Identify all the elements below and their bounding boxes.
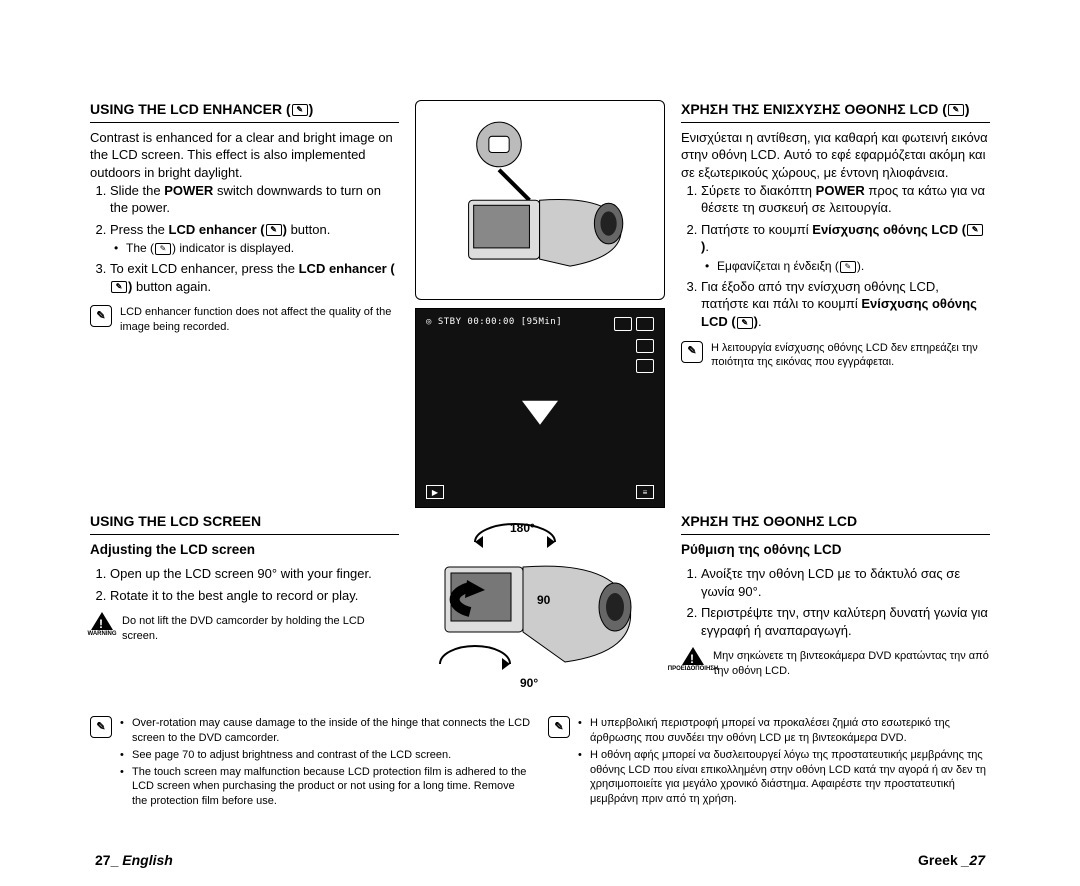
note-item: See page 70 to adjust brightness and con… — [120, 748, 532, 763]
notes-list-gr: Η υπερβολική περιστροφή μπορεί να προκαλ… — [578, 716, 990, 809]
warning-gr: ΠΡΟΕΙΔΟΠΟΙΗΣΗ Μην σηκώνετε τη βιντεοκάμε… — [681, 649, 990, 679]
row-2: USING THE LCD SCREEN Adjusting the LCD s… — [90, 512, 990, 702]
page-num-right: Greek _27 — [918, 852, 985, 868]
note-text: Η λειτουργία ενίσχυσης οθόνης LCD δεν επ… — [711, 341, 990, 371]
mode-icon — [636, 359, 654, 373]
steps-en-2: Open up the LCD screen 90° with your fin… — [90, 565, 399, 604]
step: Για έξοδο από την ενίσχυση οθόνης LCD, π… — [701, 278, 990, 331]
note-item: Η υπερβολική περιστροφή μπορεί να προκαλ… — [578, 716, 990, 746]
section-title-en-1: USING THE LCD ENHANCER (✎) — [90, 100, 399, 123]
title-text: ΧΡΗΣΗ ΤΗΣ ΕΝΙΣΧΥΣΗΣ ΟΘΟΝΗΣ LCD ( — [681, 101, 947, 117]
col-greek-section1: ΧΡΗΣΗ ΤΗΣ ΕΝΙΣΧΥΣΗΣ ΟΘΟΝΗΣ LCD (✎) Ενισχ… — [681, 100, 990, 508]
substep: Εμφανίζεται η ένδειξη (✎). — [717, 258, 990, 274]
section-title-gr-1: ΧΡΗΣΗ ΤΗΣ ΕΝΙΣΧΥΣΗΣ ΟΘΟΝΗΣ LCD (✎) — [681, 100, 990, 123]
lang-gr: Greek — [918, 852, 958, 868]
steps-gr-2: Ανοίξτε την οθόνη LCD με το δάκτυλό σας … — [681, 565, 990, 639]
warning-icon: ΠΡΟΕΙΔΟΠΟΙΗΣΗ — [681, 649, 705, 671]
warning-en: WARNING Do not lift the DVD camcorder by… — [90, 614, 399, 644]
page-footer: 27_ English Greek _27 — [95, 852, 985, 868]
step: Press the LCD enhancer (✎) button. The (… — [110, 221, 399, 257]
note-text: LCD enhancer function does not affect th… — [120, 305, 399, 335]
subtitle-en: Adjusting the LCD screen — [90, 541, 399, 559]
lang-en: English — [122, 852, 173, 868]
lcd-screen-preview: ◎ STBY 00:00:00 [95Min] ▶ ≡ — [415, 308, 665, 508]
section-title-en-2: USING THE LCD SCREEN — [90, 512, 399, 535]
manual-page: USING THE LCD ENHANCER (✎) Contrast is e… — [0, 0, 1080, 886]
lcd-enhancer-icon: ✎ — [948, 104, 964, 116]
warn-text: Do not lift the DVD camcorder by holding… — [122, 614, 399, 644]
step: Ανοίξτε την οθόνη LCD με το δάκτυλό σας … — [701, 565, 990, 600]
col-greek-section2: ΧΡΗΣΗ ΤΗΣ ΟΘΟΝΗΣ LCD Ρύθμιση της οθόνης … — [681, 512, 990, 702]
angle-90-bottom: 90° — [520, 676, 538, 690]
card-icon — [614, 317, 632, 331]
playback-triangle-icon — [522, 401, 558, 425]
lcd-enhancer-icon: ✎ — [292, 104, 308, 116]
col-english-section1: USING THE LCD ENHANCER (✎) Contrast is e… — [90, 100, 399, 508]
step: Σύρετε το διακόπτη POWER προς τα κάτω γι… — [701, 182, 990, 217]
lcd-status-bar: ◎ STBY 00:00:00 [95Min] — [426, 317, 654, 331]
notes-gr: ✎ Η υπερβολική περιστροφή μπορεί να προκ… — [548, 706, 990, 811]
col-english-section2: USING THE LCD SCREEN Adjusting the LCD s… — [90, 512, 399, 702]
row-bottom-notes: ✎ Over-rotation may cause damage to the … — [90, 706, 990, 811]
note-gr: ✎ Η λειτουργία ενίσχυσης οθόνης LCD δεν … — [681, 341, 990, 371]
angle-90-mid: 90 — [537, 593, 551, 607]
subtitle-gr: Ρύθμιση της οθόνης LCD — [681, 541, 990, 559]
note-icon: ✎ — [548, 716, 570, 738]
center-figures-1: ◎ STBY 00:00:00 [95Min] ▶ ≡ — [415, 100, 665, 508]
note-icon: ✎ — [90, 716, 112, 738]
camcorder-illustration — [415, 100, 665, 300]
lcd-right-icons — [636, 339, 654, 373]
section-title-gr-2: ΧΡΗΣΗ ΤΗΣ ΟΘΟΝΗΣ LCD — [681, 512, 990, 535]
step: To exit LCD enhancer, press the LCD enha… — [110, 260, 399, 295]
note-item: Over-rotation may cause damage to the in… — [120, 716, 532, 746]
step: Slide the POWER switch downwards to turn… — [110, 182, 399, 217]
step: Rotate it to the best angle to record or… — [110, 587, 399, 605]
warn-text: Μην σηκώνετε τη βιντεοκάμερα DVD κρατώντ… — [713, 649, 990, 679]
enhancer-indicator-icon — [636, 339, 654, 353]
intro-gr: Ενισχύεται η αντίθεση, για καθαρή και φω… — [681, 129, 990, 182]
step: Περιστρέψτε την, στην καλύτερη δυνατή γω… — [701, 604, 990, 639]
page-num-left: 27_ English — [95, 852, 173, 868]
note-item: The touch screen may malfunction because… — [120, 765, 532, 810]
step: Πατήστε το κουμπί Ενίσχυσης οθόνης LCD (… — [701, 221, 990, 274]
note-icon: ✎ — [90, 305, 112, 327]
steps-gr: Σύρετε το διακόπτη POWER προς τα κάτω γι… — [681, 182, 990, 331]
camera-svg — [428, 114, 651, 286]
title-text: USING THE LCD ENHANCER ( — [90, 101, 291, 117]
warning-icon: WARNING — [90, 614, 114, 636]
battery-icon — [636, 317, 654, 331]
lcd-bottom-buttons: ▶ ≡ — [426, 485, 654, 499]
camera-rotation-svg: 180° 90 90° — [415, 512, 665, 702]
note-item: Η οθόνη αφής μπορεί να δυσλειτουργεί λόγ… — [578, 748, 990, 807]
substep: The (✎) indicator is displayed. — [126, 240, 399, 256]
step: Open up the LCD screen 90° with your fin… — [110, 565, 399, 583]
lcd-status-text: STBY 00:00:00 [95Min] — [438, 317, 562, 327]
row-1: USING THE LCD ENHANCER (✎) Contrast is e… — [90, 100, 990, 508]
play-button-icon: ▶ — [426, 485, 444, 499]
intro-en: Contrast is enhanced for a clear and bri… — [90, 129, 399, 182]
notes-list-en: Over-rotation may cause damage to the in… — [120, 716, 532, 811]
center-figures-2: 180° 90 90° — [415, 512, 665, 702]
steps-en: Slide the POWER switch downwards to turn… — [90, 182, 399, 296]
notes-en: ✎ Over-rotation may cause damage to the … — [90, 706, 532, 811]
note-icon: ✎ — [681, 341, 703, 363]
menu-button-icon: ≡ — [636, 485, 654, 499]
note-en: ✎ LCD enhancer function does not affect … — [90, 305, 399, 335]
